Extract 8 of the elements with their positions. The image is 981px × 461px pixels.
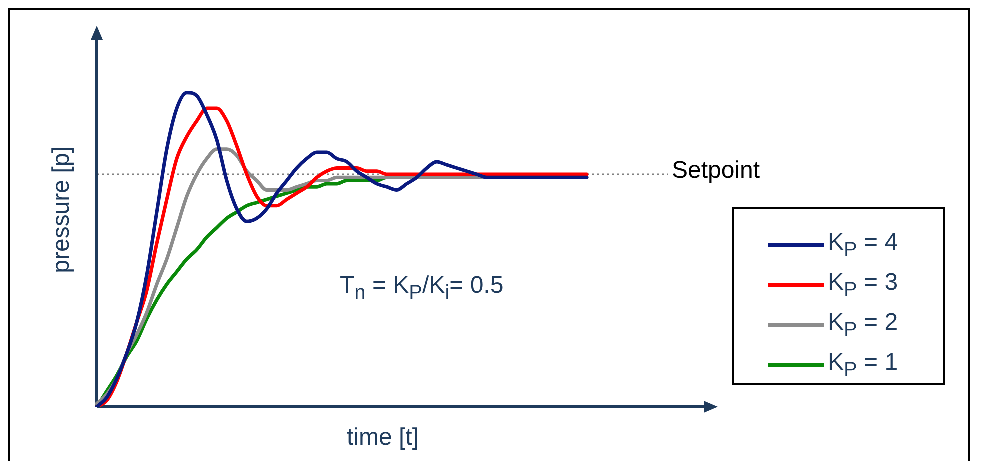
ref-line-label: Setpoint bbox=[672, 157, 760, 184]
legend-label: K$_{P}$ = 4 bbox=[828, 228, 898, 262]
y-axis-title: pressure [p] bbox=[48, 146, 76, 274]
x-axis-title: time [t] bbox=[346, 424, 420, 452]
legend-label: K$_{P}$ = 3 bbox=[828, 268, 898, 302]
annotation: T$_{n}$ = K$_{P}$/K$_{i}$= 0.5 bbox=[340, 272, 504, 305]
legend-label: K$_{P}$ = 1 bbox=[828, 348, 898, 382]
legend-label: K$_{P}$ = 2 bbox=[828, 308, 898, 342]
